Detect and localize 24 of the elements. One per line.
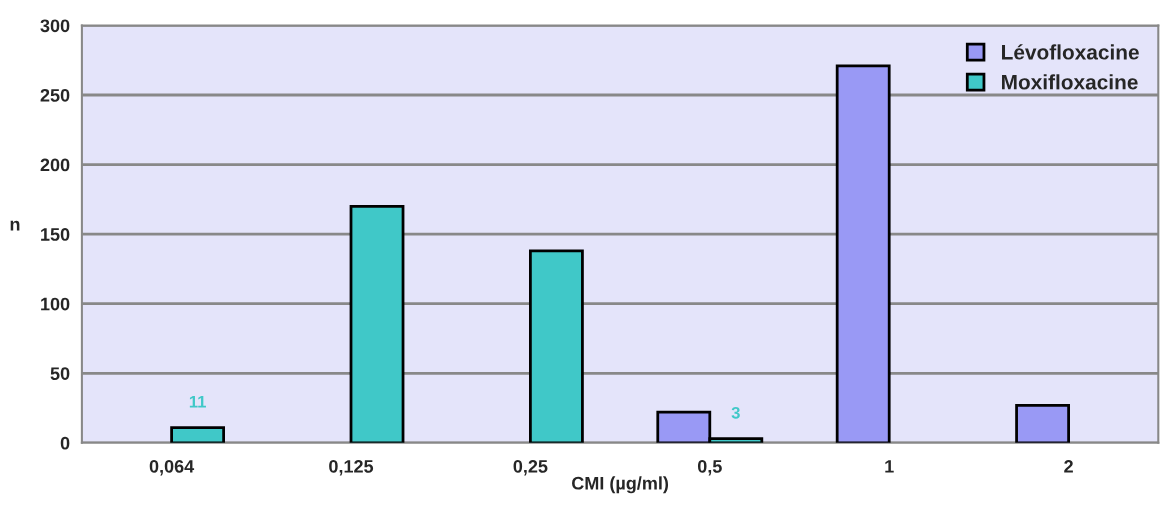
bar xyxy=(835,64,891,443)
data-label: 11 xyxy=(189,395,206,408)
x-tick-label: 1 xyxy=(885,460,894,473)
y-tick-label: 300 xyxy=(40,19,70,33)
bar xyxy=(170,426,226,443)
x-tick-label: 0,5 xyxy=(697,459,722,476)
y-tick-label: 50 xyxy=(50,367,70,380)
y-tick-label: 250 xyxy=(40,88,70,102)
y-tick-label: 100 xyxy=(41,297,70,311)
y-tick-label: 150 xyxy=(41,228,70,241)
x-axis-title: CMI (µg/ml) xyxy=(572,476,669,494)
bar xyxy=(1015,403,1070,443)
legend-label: Moxifloxacine xyxy=(1002,74,1138,90)
bar xyxy=(529,249,584,443)
x-tick-label: 0,125 xyxy=(329,459,374,476)
x-tick-label: 0,25 xyxy=(513,459,548,476)
bar xyxy=(349,204,405,443)
legend-label: Lévofloxacine xyxy=(1002,44,1139,60)
y-axis-title: n xyxy=(10,220,20,231)
y-tick-label: 0 xyxy=(60,436,70,450)
x-tick-label: 0,064 xyxy=(149,459,195,476)
data-label: 3 xyxy=(731,406,740,419)
y-tick-label: 200 xyxy=(40,158,70,172)
x-tick-label: 2 xyxy=(1064,459,1073,473)
